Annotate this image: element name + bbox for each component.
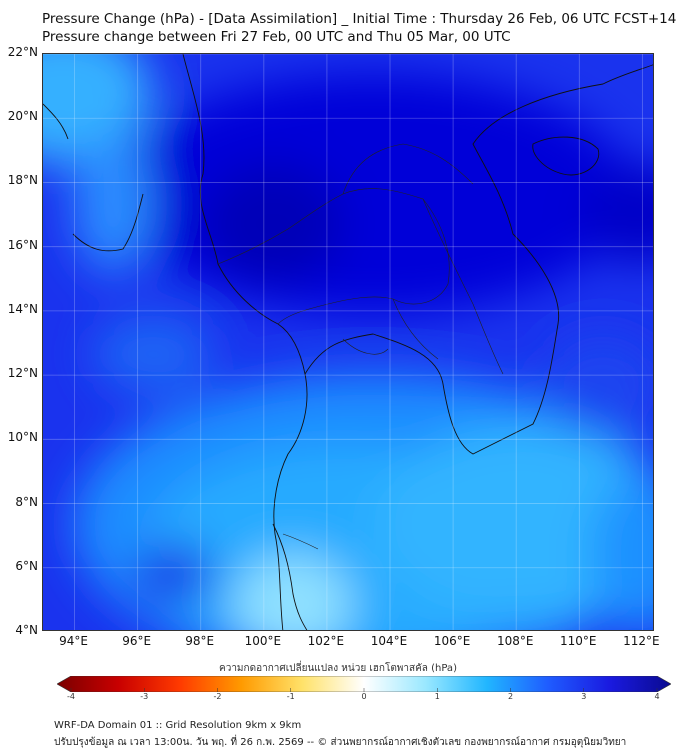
longitude-label: 104°E: [370, 634, 408, 648]
longitude-label: 110°E: [560, 634, 597, 648]
colorbar-tick-label: -4: [67, 692, 75, 701]
colorbar-title: ความกดอากาศเปลี่ยนแปลง หน่วย เฮกโตพาสคัล…: [219, 663, 457, 674]
latitude-label: 12°N: [7, 366, 38, 381]
map-canvas: [43, 54, 653, 630]
colorbar: [57, 676, 671, 692]
colorbar-tick-label: -2: [213, 692, 222, 701]
latitude-label: 8°N: [15, 494, 38, 509]
map-title-line-1: Pressure Change (hPa) - [Data Assimilati…: [42, 11, 676, 27]
footer-update-info: ปรับปรุงข้อมูล ณ เวลา 13:00น. วัน พฤ. ที…: [54, 737, 627, 748]
longitude-label: 112°E: [623, 634, 660, 648]
colorbar-tick-label: 3: [581, 692, 587, 701]
longitude-label: 96°E: [122, 634, 152, 648]
latitude-label: 4°N: [15, 623, 38, 637]
longitude-label: 94°E: [59, 634, 88, 648]
map-title-line-2: Pressure change between Fri 27 Feb, 00 U…: [42, 29, 511, 45]
pressure-field: [43, 54, 653, 630]
colorbar-gradient: [57, 676, 671, 692]
colorbar-tick-label: -1: [286, 692, 295, 701]
latitude-label: 6°N: [15, 558, 38, 573]
footer-model-info: WRF-DA Domain 01 :: Grid Resolution 9km …: [54, 720, 302, 731]
graticule: [43, 54, 653, 630]
pressure-change-map: [42, 53, 654, 631]
latitude-label: 14°N: [7, 301, 38, 316]
longitude-label: 100°E: [244, 634, 282, 648]
latitude-label: 20°N: [7, 109, 38, 124]
colorbar-tick-label: -3: [140, 692, 149, 701]
longitude-label: 98°E: [185, 634, 215, 648]
colorbar-tick-label: 0: [361, 692, 367, 701]
longitude-label: 106°E: [433, 634, 471, 648]
colorbar-tick-label: 2: [507, 692, 514, 701]
longitude-label: 102°E: [307, 634, 345, 648]
latitude-label: 18°N: [7, 173, 38, 188]
latitude-label: 10°N: [7, 430, 38, 445]
colorbar-tick-label: 1: [434, 692, 440, 701]
latitude-label: 22°N: [7, 45, 38, 59]
country-borders: [217, 143, 504, 550]
colorbar-tick-label: 4: [654, 692, 660, 701]
latitude-label: 16°N: [7, 237, 38, 252]
coastlines: [43, 54, 653, 630]
longitude-label: 108°E: [496, 634, 534, 648]
